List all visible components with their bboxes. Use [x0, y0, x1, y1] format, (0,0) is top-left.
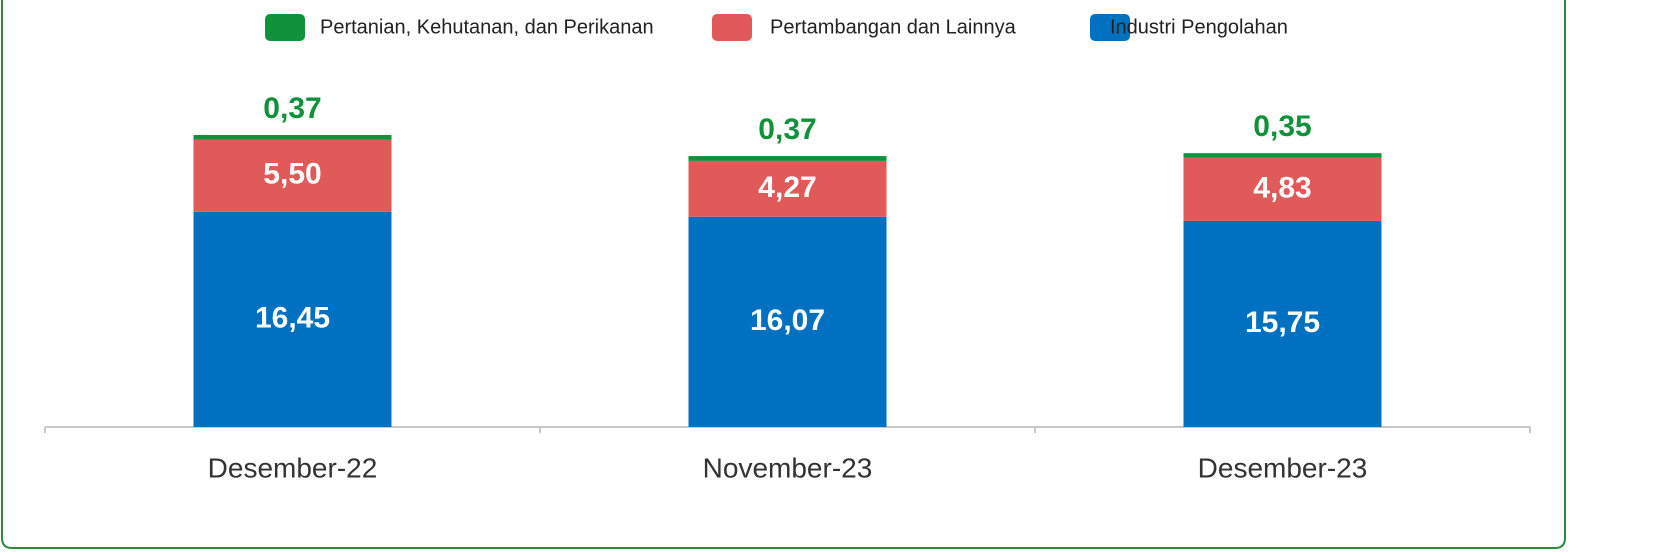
bar-segment — [1183, 157, 1382, 221]
bar-segment — [193, 139, 392, 212]
frame — [1, 0, 1566, 549]
bar-segment — [193, 211, 392, 427]
data-label: 16,07 — [750, 304, 825, 337]
bar-segment — [1183, 220, 1382, 427]
bar-segment — [688, 160, 887, 217]
legend-label: Pertambangan dan Lainnya — [770, 16, 1017, 38]
legend-label: Pertanian, Kehutanan, dan Perikanan — [320, 16, 654, 38]
data-label: 16,45 — [255, 301, 330, 334]
legend-label: Industri Pengolahan — [1110, 16, 1288, 38]
data-label: 0,35 — [1253, 110, 1311, 143]
data-label: 0,37 — [758, 113, 816, 146]
x-tick-label: Desember-23 — [1198, 452, 1368, 483]
data-label: 15,75 — [1245, 306, 1320, 339]
data-label: 4,27 — [758, 171, 816, 204]
bar-segment — [1183, 153, 1382, 158]
legend-swatch — [712, 14, 752, 41]
legend-swatch — [265, 14, 305, 41]
bar-segment — [688, 216, 887, 427]
bar-segment — [688, 156, 887, 161]
data-label: 0,37 — [263, 92, 321, 125]
data-label: 5,50 — [263, 158, 321, 191]
x-tick-label: Desember-22 — [208, 452, 378, 483]
bar-segment — [193, 135, 392, 140]
data-label: 4,83 — [1253, 171, 1311, 204]
legend-swatch — [1090, 14, 1130, 41]
x-tick-label: November-23 — [703, 452, 873, 483]
